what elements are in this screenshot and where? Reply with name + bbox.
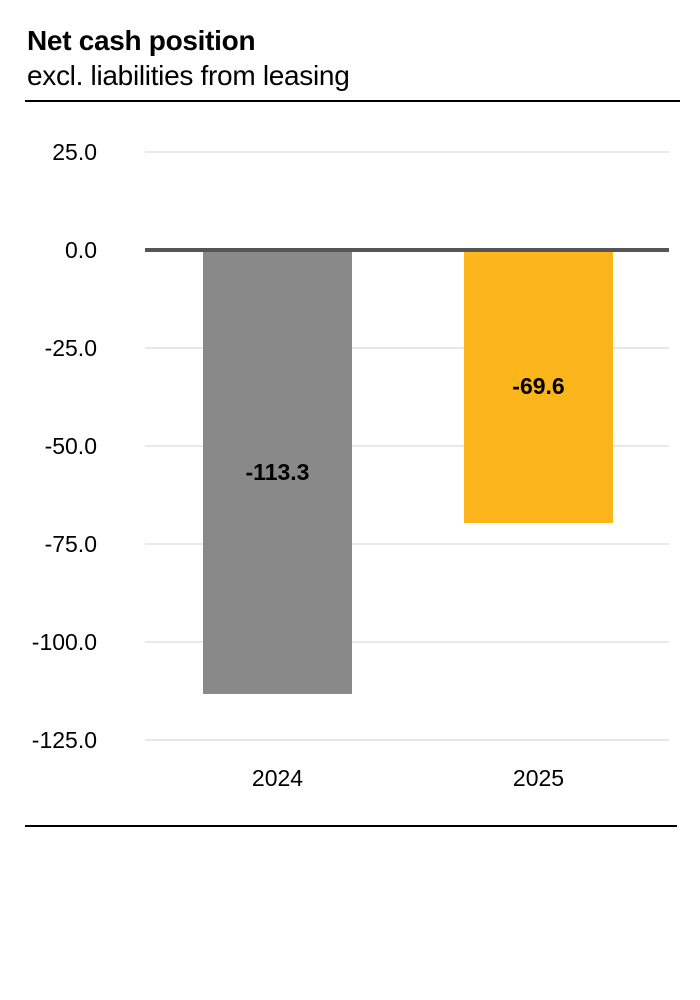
y-axis-tick-label: -75.0 xyxy=(44,531,97,557)
x-axis-label-2024: 2024 xyxy=(251,765,304,791)
y-axis-tick-label: 0.0 xyxy=(65,237,97,263)
gridline xyxy=(145,641,669,643)
gridline xyxy=(145,445,669,447)
y-axis-tick-label: -50.0 xyxy=(44,433,97,459)
bar-value-label-2025: -69.6 xyxy=(512,373,565,400)
y-axis-tick-label: -125.0 xyxy=(31,727,97,753)
y-axis-tick-label: -25.0 xyxy=(44,335,97,361)
gridline xyxy=(145,739,669,741)
x-axis-label-2025: 2025 xyxy=(512,765,565,791)
bottom-divider xyxy=(25,825,677,827)
y-axis-tick-label: 25.0 xyxy=(52,139,97,165)
top-divider xyxy=(25,100,680,102)
zero-axis-line xyxy=(145,248,669,252)
gridline xyxy=(145,543,669,545)
bar-2025 xyxy=(464,250,613,523)
gridline xyxy=(145,347,669,349)
y-axis-tick-label: -100.0 xyxy=(31,629,97,655)
bar-2024 xyxy=(203,250,352,695)
chart-title: Net cash position xyxy=(27,25,256,56)
gridline xyxy=(145,151,669,153)
chart-subtitle: excl. liabilities from leasing xyxy=(27,60,350,91)
bar-value-label-2024: -113.3 xyxy=(245,459,310,486)
